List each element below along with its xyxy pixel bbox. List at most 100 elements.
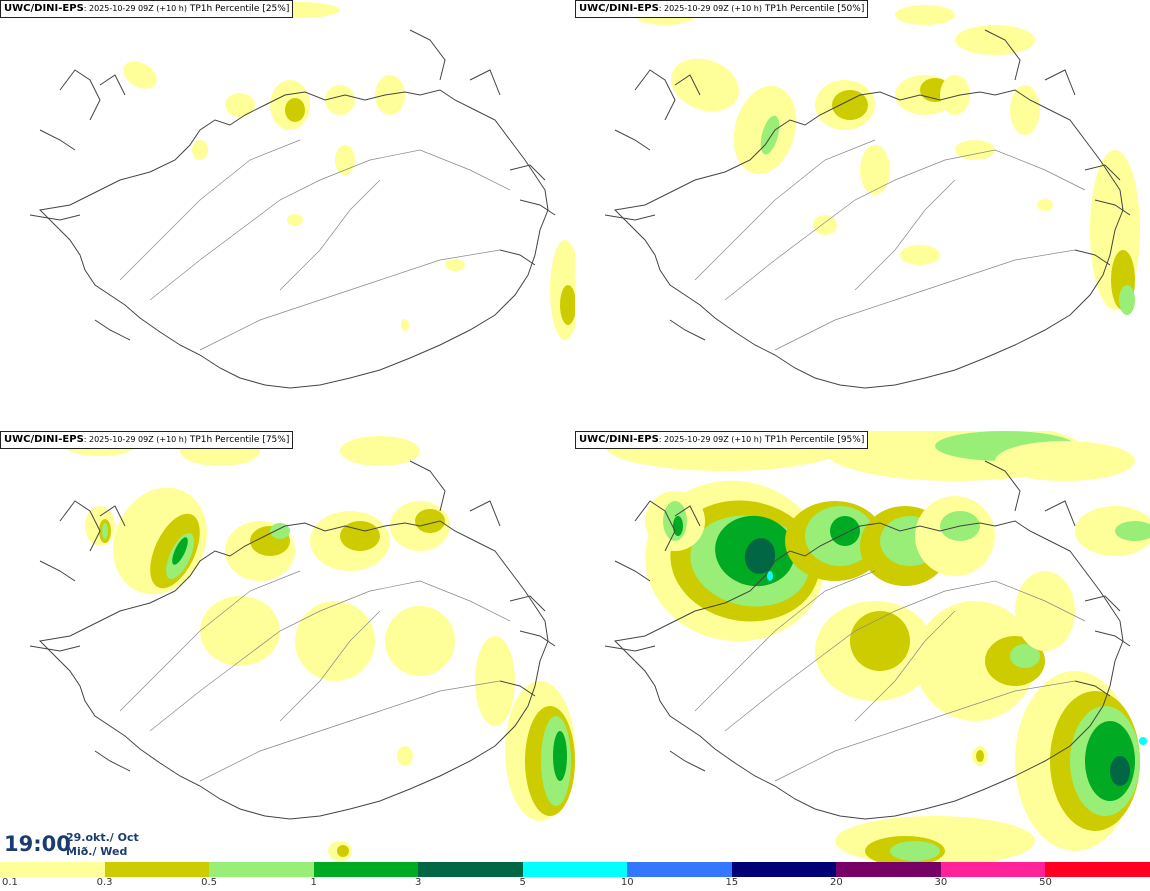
road-line xyxy=(724,580,1086,732)
precip-area xyxy=(325,85,355,115)
road-line xyxy=(774,680,1076,782)
precip-area xyxy=(895,5,955,25)
precip-area xyxy=(940,75,970,115)
precip-area xyxy=(295,601,375,681)
coastline xyxy=(669,750,706,772)
coastline xyxy=(509,164,546,181)
coastline xyxy=(39,560,76,582)
coastline xyxy=(409,460,446,512)
valid-date: 29.okt./ Oct xyxy=(66,831,139,844)
precip-area xyxy=(1139,737,1147,745)
road-line xyxy=(774,249,1076,351)
road-line xyxy=(279,179,381,291)
colorbar-tick-label: 3 xyxy=(414,877,422,888)
precip-area xyxy=(915,601,1035,721)
map-panel-p50: UWC/DINI-EPS: 2025-10-29 09Z (+10 h) TP1… xyxy=(575,0,1150,431)
valid-time: 19:00 xyxy=(4,832,71,856)
precip-area xyxy=(123,61,157,89)
colorbar-tick-label: 1 xyxy=(310,877,317,888)
precip-area xyxy=(955,140,995,160)
coastline xyxy=(94,750,131,772)
precip-area xyxy=(1115,521,1150,541)
precip-area xyxy=(813,215,837,235)
coastline xyxy=(1044,69,1076,96)
panel-title: UWC/DINI-EPS: 2025-10-29 09Z (+10 h) TP1… xyxy=(575,431,869,449)
precip-area xyxy=(767,571,773,581)
coastline xyxy=(38,520,549,820)
colorbar-tick-label: 0.5 xyxy=(201,877,218,888)
precip-area xyxy=(225,93,255,117)
road-line xyxy=(694,570,876,712)
coastline xyxy=(29,645,81,652)
colorbar-segment xyxy=(209,862,314,877)
colorbar-segment xyxy=(836,862,941,877)
road-line xyxy=(119,139,301,281)
colorbar-segment xyxy=(522,862,628,877)
precip-area xyxy=(1085,721,1135,801)
road-line xyxy=(119,570,301,712)
map-panel-p25: UWC/DINI-EPS: 2025-10-29 09Z (+10 h) TP1… xyxy=(0,0,575,431)
coastline xyxy=(59,69,101,121)
coastline xyxy=(38,89,549,389)
precip-area xyxy=(900,245,940,265)
precip-area xyxy=(375,75,405,115)
road-line xyxy=(199,249,501,351)
colorbar-segment xyxy=(104,862,210,877)
precip-area xyxy=(337,845,349,857)
coastline xyxy=(1074,680,1111,697)
colorbar-tick-label: 30 xyxy=(934,877,948,888)
precip-area xyxy=(1010,644,1040,668)
precip-area xyxy=(890,841,940,861)
precip-area xyxy=(553,731,567,781)
precip-area xyxy=(102,523,108,539)
precip-area xyxy=(200,596,280,666)
coastline xyxy=(613,89,1124,389)
precip-area xyxy=(1037,199,1053,211)
road-line xyxy=(854,610,956,722)
coastline xyxy=(984,29,1021,81)
coastline xyxy=(469,69,501,96)
precip-area xyxy=(1015,571,1075,651)
valid-time-box: 19:00 29.okt./ Oct Mið./ Wed xyxy=(0,826,140,862)
precip-area xyxy=(172,537,188,565)
colorbar-segment xyxy=(313,862,419,877)
precip-area xyxy=(445,259,465,271)
precip-map-p95 xyxy=(604,431,1150,862)
road-line xyxy=(694,139,876,281)
coastline xyxy=(614,129,651,151)
coastline xyxy=(1084,595,1121,612)
panel-title: UWC/DINI-EPS: 2025-10-29 09Z (+10 h) TP1… xyxy=(0,0,294,18)
precip-area xyxy=(401,319,409,331)
coastline xyxy=(613,520,1124,820)
precip-area xyxy=(850,611,910,671)
coastline xyxy=(1044,500,1076,527)
coastline xyxy=(634,500,676,552)
map-panel-p95: UWC/DINI-EPS: 2025-10-29 09Z (+10 h) TP1… xyxy=(575,431,1150,862)
coastline xyxy=(604,645,656,652)
road-line xyxy=(199,680,501,782)
precip-area xyxy=(830,516,860,546)
precip-map-p25 xyxy=(29,2,575,389)
precip-area xyxy=(340,521,380,551)
precip-map-p50 xyxy=(604,5,1140,389)
precip-area xyxy=(976,750,984,762)
coastline xyxy=(29,214,81,221)
coastline xyxy=(519,630,556,647)
map-panel-p75: UWC/DINI-EPS: 2025-10-29 09Z (+10 h) TP1… xyxy=(0,431,575,862)
coastline xyxy=(99,505,126,527)
road-line xyxy=(854,179,956,291)
colorbar-tick-label: 0.1 xyxy=(2,877,18,888)
precip-area xyxy=(397,746,413,766)
colorbar-ticks: 0.1 0.3 0.5 1 3 5 10 15 20 30 50 xyxy=(0,877,1150,891)
colorbar-segment xyxy=(627,862,732,877)
precip-area xyxy=(192,140,208,160)
coastline xyxy=(634,69,676,121)
colorbar-segment xyxy=(940,862,1046,877)
coastline xyxy=(469,500,501,527)
coastline xyxy=(674,505,701,527)
coastline xyxy=(39,129,76,151)
precip-area xyxy=(1075,506,1150,556)
coastline xyxy=(1094,199,1131,216)
colorbar-tick-label: 5 xyxy=(519,877,526,888)
precip-area xyxy=(270,523,290,539)
